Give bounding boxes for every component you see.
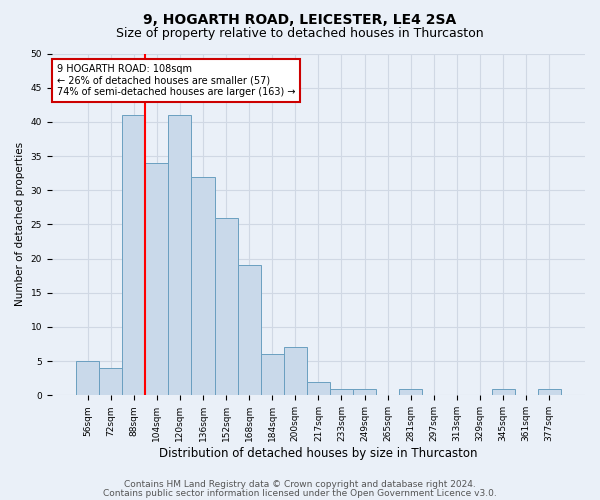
Bar	[353, 388, 376, 396]
Bar	[169, 115, 191, 396]
Bar	[260, 354, 284, 396]
Bar	[399, 388, 422, 396]
Bar	[307, 382, 330, 396]
Bar	[122, 115, 145, 396]
Bar	[99, 368, 122, 396]
Text: Contains public sector information licensed under the Open Government Licence v3: Contains public sector information licen…	[103, 490, 497, 498]
Text: 9, HOGARTH ROAD, LEICESTER, LE4 2SA: 9, HOGARTH ROAD, LEICESTER, LE4 2SA	[143, 12, 457, 26]
X-axis label: Distribution of detached houses by size in Thurcaston: Distribution of detached houses by size …	[159, 447, 478, 460]
Bar	[284, 348, 307, 396]
Text: 9 HOGARTH ROAD: 108sqm
← 26% of detached houses are smaller (57)
74% of semi-det: 9 HOGARTH ROAD: 108sqm ← 26% of detached…	[57, 64, 296, 97]
Bar	[145, 163, 169, 396]
Text: Size of property relative to detached houses in Thurcaston: Size of property relative to detached ho…	[116, 28, 484, 40]
Bar	[76, 361, 99, 396]
Bar	[491, 388, 515, 396]
Bar	[215, 218, 238, 396]
Bar	[191, 176, 215, 396]
Bar	[538, 388, 561, 396]
Y-axis label: Number of detached properties: Number of detached properties	[15, 142, 25, 306]
Bar	[238, 266, 260, 396]
Bar	[330, 388, 353, 396]
Text: Contains HM Land Registry data © Crown copyright and database right 2024.: Contains HM Land Registry data © Crown c…	[124, 480, 476, 489]
